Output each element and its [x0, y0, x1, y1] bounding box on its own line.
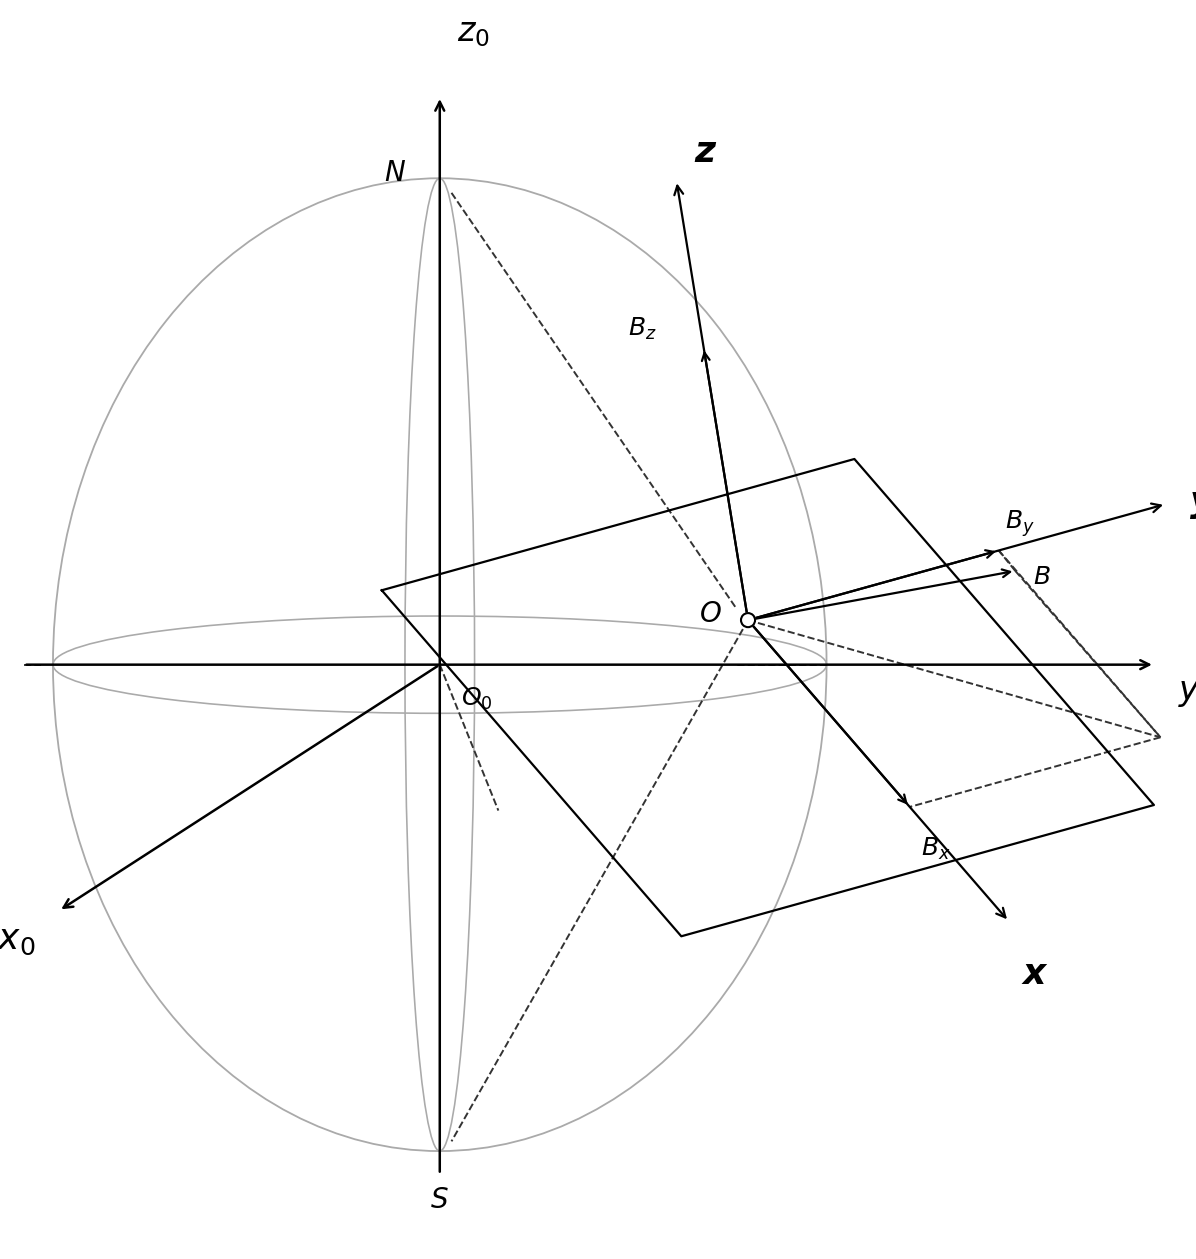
- Text: O: O: [701, 601, 722, 628]
- Text: $\boldsymbol{x}$: $\boldsymbol{x}$: [1020, 957, 1048, 991]
- Text: $B_x$: $B_x$: [921, 836, 951, 862]
- Text: N: N: [384, 159, 404, 188]
- Circle shape: [742, 613, 755, 627]
- Text: $\boldsymbol{z}$: $\boldsymbol{z}$: [694, 135, 718, 169]
- Text: $B_y$: $B_y$: [1005, 509, 1035, 539]
- Text: $x_0$: $x_0$: [0, 923, 36, 957]
- Text: $O_0$: $O_0$: [460, 686, 493, 711]
- Text: $B_z$: $B_z$: [628, 316, 657, 341]
- Text: $\boldsymbol{y}$: $\boldsymbol{y}$: [1189, 487, 1196, 521]
- Text: $B$: $B$: [1033, 565, 1050, 589]
- Text: $y_0$: $y_0$: [1178, 676, 1196, 709]
- Text: $z_0$: $z_0$: [457, 16, 490, 49]
- Text: S: S: [431, 1186, 448, 1214]
